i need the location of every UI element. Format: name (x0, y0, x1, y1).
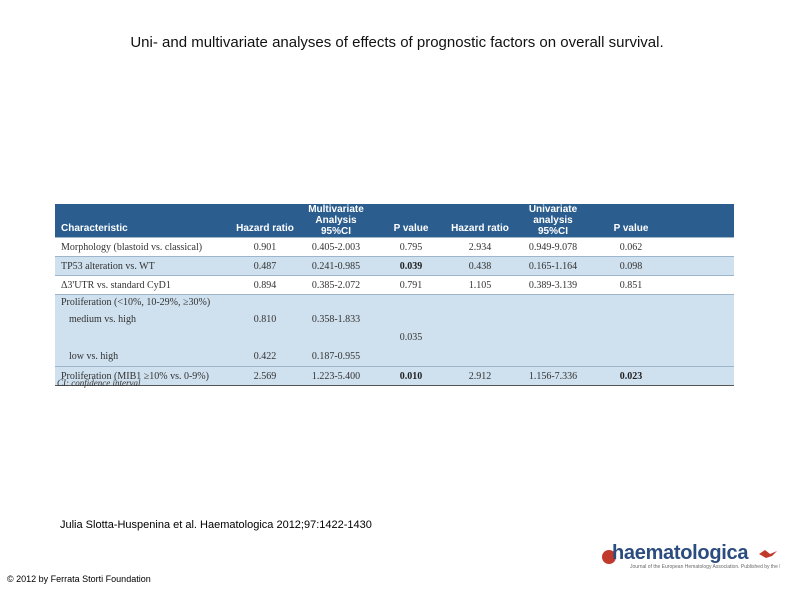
row-spacer (671, 256, 734, 276)
logo-dot-icon (602, 550, 616, 564)
univariate-hr: 2.912 (445, 366, 515, 386)
multivariate-hr: 0.487 (235, 256, 295, 276)
logo-subtitle: Journal of the European Hematology Assoc… (630, 564, 780, 570)
multivariate-p: 0.795 (377, 237, 445, 257)
copyright: © 2012 by Ferrata Storti Foundation (7, 574, 151, 584)
analysis-table-container: Characteristic Hazard ratio Multivariate… (55, 204, 734, 386)
header-univariate-p: P value (613, 223, 649, 234)
multivariate-hr: 0.422 (253, 351, 277, 363)
header-univariate-group: Univariate analysis (528, 204, 578, 226)
row-spacer (445, 310, 734, 329)
row-label: TP53 alteration vs. WT (55, 256, 235, 276)
row-label: Morphology (blastoid vs. classical) (55, 237, 235, 257)
table-row-mib1: Proliferation (MIB1 ≥10% vs. 0-9%) 2.569… (55, 366, 734, 386)
multivariate-ci: 0.405-2.003 (295, 237, 377, 257)
multivariate-hr: 0.810 (253, 313, 277, 325)
row-label: medium vs. high (69, 313, 136, 325)
univariate-ci: 0.165-1.164 (515, 256, 591, 276)
citation: Julia Slotta-Huspenina et al. Haematolog… (60, 519, 372, 531)
header-characteristic: Characteristic (61, 223, 128, 234)
row-label: Δ3'UTR vs. standard CyD1 (55, 275, 235, 295)
header-multivariate-hazard-ratio: Hazard ratio (236, 223, 294, 234)
header-univariate-hazard-ratio: Hazard ratio (451, 223, 509, 234)
multivariate-hr: 0.901 (235, 237, 295, 257)
univariate-hr: 2.934 (445, 237, 515, 257)
slide-title: Uni- and multivariate analyses of effect… (130, 34, 664, 51)
table-row-tp53: TP53 alteration vs. WT 0.487 0.241-0.985… (55, 256, 734, 276)
multivariate-hr: 0.894 (235, 275, 295, 295)
multivariate-p: 0.010 (377, 366, 445, 386)
header-univariate-ci-label: 95%CI (537, 226, 568, 237)
table-header-row: Characteristic Hazard ratio Multivariate… (55, 204, 734, 238)
multivariate-p: 0.791 (377, 275, 445, 295)
table-row-proliferation-header: Proliferation (<10%, 10-29%, ≥30%) (55, 294, 734, 310)
logo-wordmark: haematologica (612, 542, 749, 564)
analysis-table: Characteristic Hazard ratio Multivariate… (55, 204, 734, 386)
header-multivariate-group: Multivariate Analysis (308, 204, 364, 226)
row-spacer (445, 348, 734, 367)
logo-emblem-icon (759, 550, 777, 558)
header-univariate-ci: Univariate analysis 95%CI (515, 204, 591, 238)
haematologica-logo: haematologica Journal of the European He… (600, 542, 790, 578)
header-multivariate-p: P value (393, 223, 429, 234)
univariate-p: 0.023 (591, 366, 671, 386)
row-label: Proliferation (MIB1 ≥10% vs. 0-9%) (55, 366, 235, 386)
row-label: low vs. high (69, 351, 119, 363)
multivariate-ci: 0.385-2.072 (295, 275, 377, 295)
univariate-hr: 1.105 (445, 275, 515, 295)
row-label: Proliferation (<10%, 10-29%, ≥30%) (55, 294, 734, 310)
row-spacer (671, 366, 734, 386)
multivariate-ci: 1.223-5.400 (295, 366, 377, 386)
header-multivariate-ci-label: 95%CI (320, 226, 351, 237)
row-gap (55, 329, 377, 348)
multivariate-ci: 0.358-1.833 (311, 313, 361, 325)
header-multivariate-ci: Multivariate Analysis 95%CI (295, 204, 377, 238)
multivariate-ci: 0.187-0.955 (311, 351, 361, 363)
univariate-hr: 0.438 (445, 256, 515, 276)
table-footnote: CI: confidence interval (57, 378, 141, 388)
table-row-proliferation-medium: medium vs. high 0.810 0.358-1.833 0.035 (55, 309, 734, 343)
row-spacer (671, 275, 734, 295)
multivariate-hr: 2.569 (235, 366, 295, 386)
header-spacer (671, 204, 734, 238)
univariate-ci: 0.389-3.139 (515, 275, 591, 295)
multivariate-p: 0.035 (399, 332, 423, 344)
table-row-utr: Δ3'UTR vs. standard CyD1 0.894 0.385-2.0… (55, 275, 734, 295)
multivariate-ci: 0.241-0.985 (295, 256, 377, 276)
univariate-p: 0.062 (591, 237, 671, 257)
row-spacer (445, 329, 734, 348)
multivariate-p: 0.039 (377, 256, 445, 276)
row-spacer (671, 237, 734, 257)
univariate-p: 0.851 (591, 275, 671, 295)
univariate-ci: 0.949-9.078 (515, 237, 591, 257)
univariate-ci: 1.156-7.336 (515, 366, 591, 386)
table-row-morphology: Morphology (blastoid vs. classical) 0.90… (55, 237, 734, 257)
univariate-p: 0.098 (591, 256, 671, 276)
